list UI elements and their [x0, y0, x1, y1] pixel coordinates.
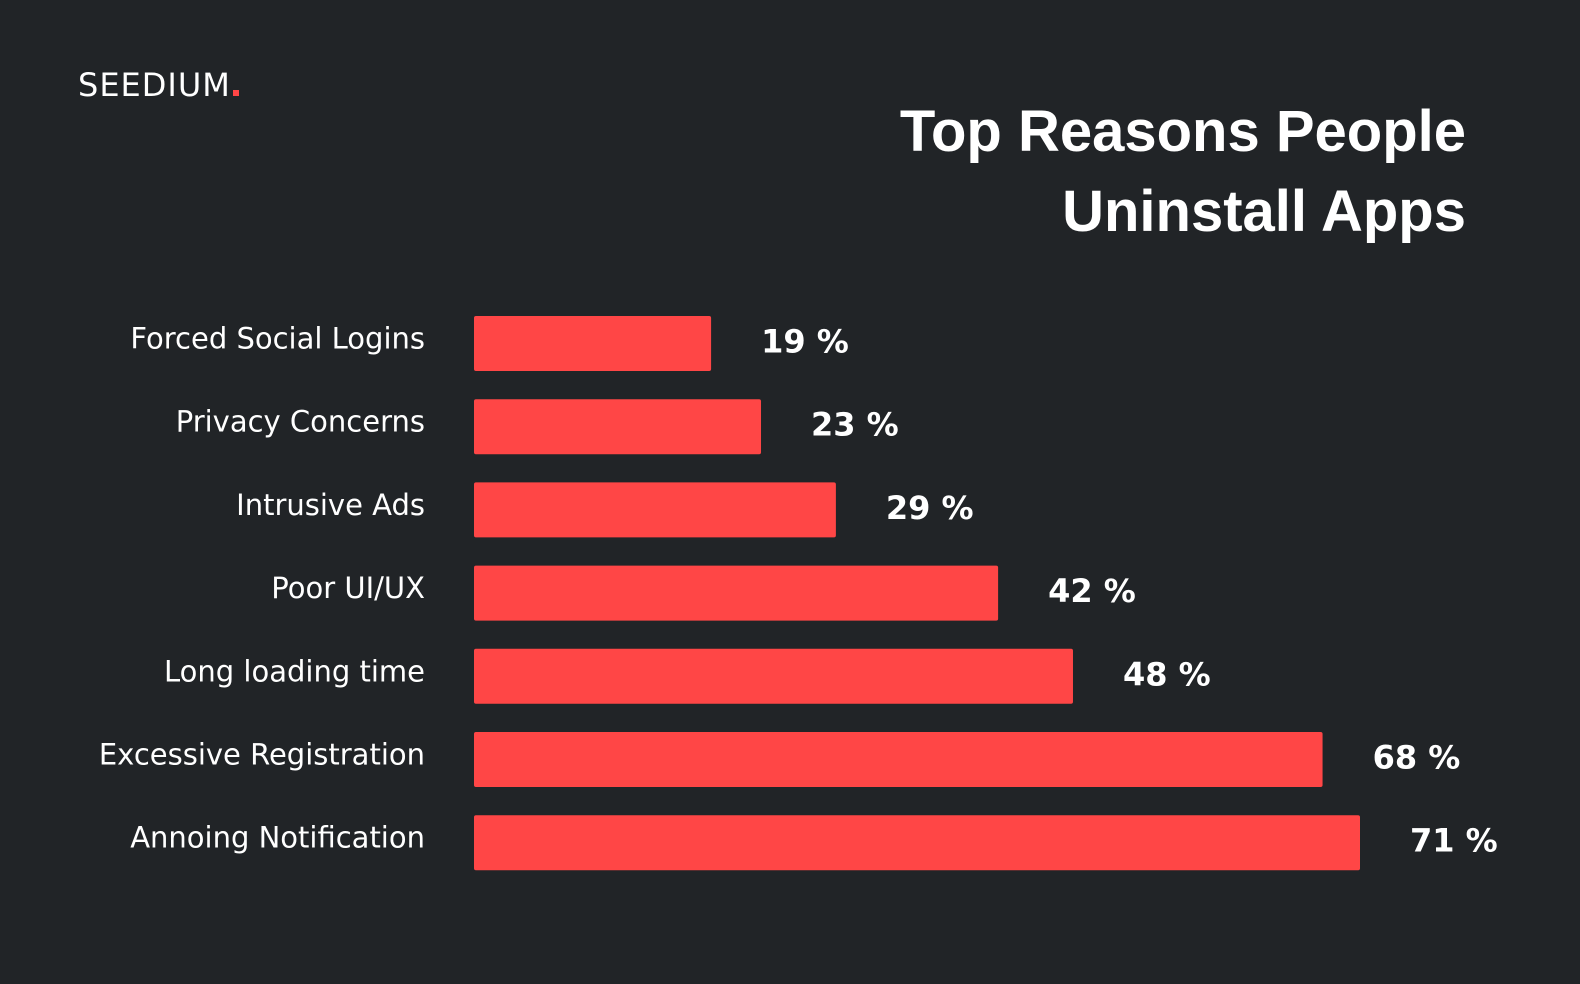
category-label: Privacy Concerns: [176, 405, 425, 439]
value-label: 42 %: [1048, 572, 1136, 610]
category-label: Poor UI/UX: [271, 571, 425, 605]
brand-text: SEEDIUM: [78, 66, 231, 104]
category-label: Intrusive Ads: [236, 488, 425, 522]
value-label: 71 %: [1410, 822, 1498, 860]
bar: [474, 565, 999, 621]
bar: [474, 482, 836, 538]
value-label: 29 %: [886, 489, 974, 527]
bar: [474, 815, 1360, 871]
value-label: 68 %: [1373, 739, 1461, 777]
category-label: Annoing Notification: [130, 821, 425, 855]
value-label: 48 %: [1123, 655, 1211, 693]
category-label: Excessive Registration: [99, 738, 425, 772]
bar: [474, 648, 1073, 704]
bar: [474, 316, 712, 371]
bar: [474, 399, 762, 455]
category-label: Forced Social Logins: [130, 322, 425, 356]
bar: [474, 732, 1323, 787]
value-label: 23 %: [811, 406, 899, 444]
brand-dot: [232, 90, 239, 96]
category-label: Long loading time: [164, 654, 425, 688]
chart-title: Top Reasons People Uninstall Apps: [899, 99, 1466, 244]
brand: SEEDIUM: [78, 66, 239, 104]
value-label: 19 %: [761, 323, 849, 361]
